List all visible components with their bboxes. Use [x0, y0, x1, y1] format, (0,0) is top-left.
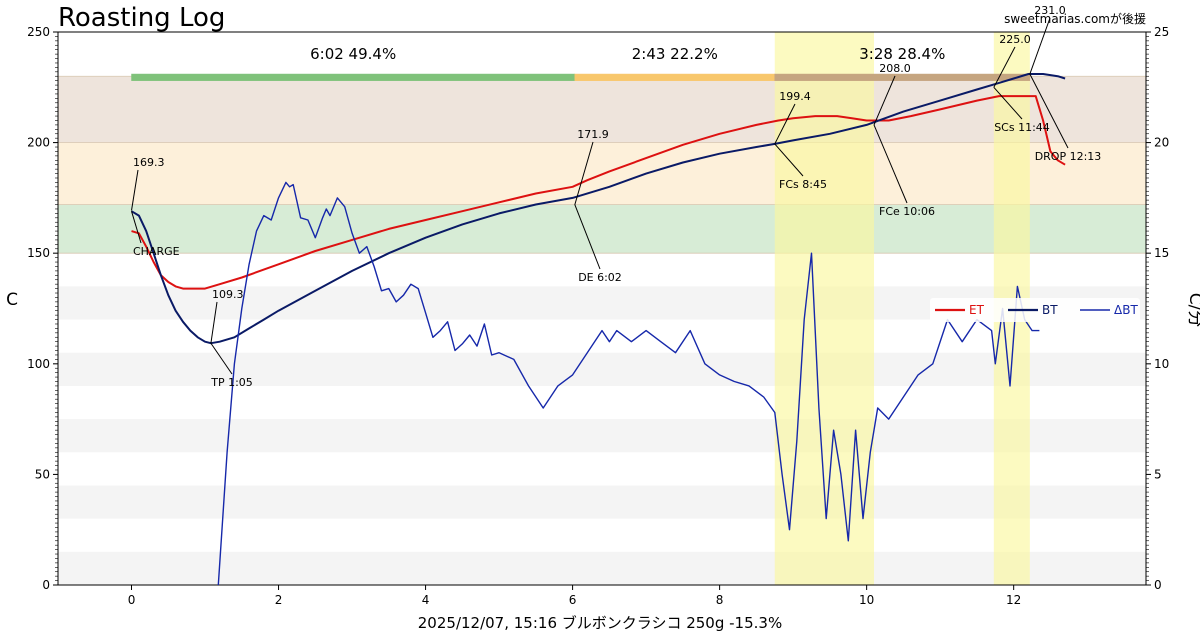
event-label: FCe 10:06 [879, 205, 935, 218]
phase-bars: 6:02 49.4% 2:43 22.2% 3:28 28.4% [131, 45, 1031, 81]
y-left-tick-label: 150 [27, 246, 50, 260]
x-tick-label: 8 [716, 593, 724, 607]
series-line-ET [131, 95, 1066, 290]
x-tick-label: 10 [859, 593, 874, 607]
legend-label: BT [1042, 303, 1058, 317]
phase-bar-2 [774, 73, 1031, 81]
value-label: 109.3 [212, 288, 244, 301]
value-leader [1029, 17, 1051, 75]
y-axis-label-right: C/分 [1185, 293, 1200, 328]
y-right-tick-label: 25 [1154, 25, 1169, 39]
event-leader [993, 86, 1023, 120]
event-leader [574, 204, 601, 270]
band-2 [58, 204, 1146, 254]
event-label: CHARGE [133, 245, 180, 258]
event-leader [210, 342, 233, 375]
y-left-tick-label: 0 [42, 578, 50, 592]
x-axis-label: 2025/12/07, 15:16 ブルボンクラシコ 250g -15.3% [418, 614, 782, 632]
y-right-tick-label: 10 [1154, 357, 1169, 371]
band-7 [58, 551, 1146, 585]
event-label: SCs 11:44 [994, 121, 1050, 134]
band-0 [58, 76, 1146, 143]
y-right-tick-label: 5 [1154, 467, 1162, 481]
value-leader [774, 103, 796, 145]
temperature-bands [58, 75, 1146, 585]
value-leader [873, 75, 896, 126]
value-leader [993, 46, 1016, 88]
value-label: 225.0 [999, 33, 1031, 46]
phase-label-1: 2:43 22.2% [632, 45, 718, 63]
credit-text: sweetmarias.comが後援 [1004, 11, 1146, 26]
phase-bar-0 [131, 73, 576, 81]
band-4 [58, 352, 1146, 386]
y-axis-label-left: C [6, 290, 18, 310]
value-leader [210, 301, 218, 344]
event-label: DE 6:02 [578, 271, 622, 284]
phase-label-2: 3:28 28.4% [859, 45, 945, 63]
value-label: 169.3 [133, 156, 165, 169]
legend: ET BT ΔBT [930, 298, 1140, 322]
event-label: DROP 12:13 [1035, 150, 1102, 163]
value-leader [574, 141, 594, 205]
y-right-tick-label: 0 [1154, 578, 1162, 592]
chart-title: Roasting Log [58, 3, 225, 33]
value-label: 231.0 [1034, 4, 1066, 17]
x-tick-label: 0 [128, 593, 136, 607]
y-left-tick-label: 50 [35, 467, 50, 481]
axis-ticks: 0 2 4 6 8 10 12 0 50 100 150 200 250 0 5 10 15 20 25 [27, 25, 1169, 607]
series-lines [130, 73, 1066, 586]
phase-bar-1 [574, 73, 776, 81]
x-tick-label: 4 [422, 593, 430, 607]
x-tick-label: 2 [275, 593, 283, 607]
y-left-tick-label: 100 [27, 357, 50, 371]
legend-label: ΔBT [1114, 303, 1138, 317]
event-label: FCs 8:45 [779, 178, 827, 191]
y-left-tick-label: 250 [27, 25, 50, 39]
event-leader [131, 211, 142, 244]
y-right-tick-label: 20 [1154, 136, 1169, 150]
event-label: TP 1:05 [210, 376, 253, 389]
legend-label: ET [969, 303, 985, 317]
value-label: 199.4 [779, 90, 811, 103]
event-leader [873, 124, 908, 204]
value-label: 171.9 [577, 128, 609, 141]
event-leader [774, 143, 804, 177]
phase-label-0: 6:02 49.4% [310, 45, 396, 63]
series-line-BT [130, 73, 1066, 345]
band-6 [58, 485, 1146, 519]
value-label: 208.0 [879, 62, 911, 75]
value-leader [131, 169, 139, 211]
event-leader [1029, 73, 1069, 149]
event-annotations: CHARGE TP 1:05 DE 6:02 FCs 8:45 FCe 10:06 SCs… [131, 4, 1102, 389]
y-left-tick-label: 200 [27, 136, 50, 150]
y-right-tick-label: 15 [1154, 246, 1169, 260]
plot-frame [57, 31, 1147, 586]
band-5 [58, 419, 1146, 453]
series-line-ΔBT [217, 181, 1040, 586]
x-tick-label: 6 [569, 593, 577, 607]
x-tick-label: 12 [1006, 593, 1021, 607]
